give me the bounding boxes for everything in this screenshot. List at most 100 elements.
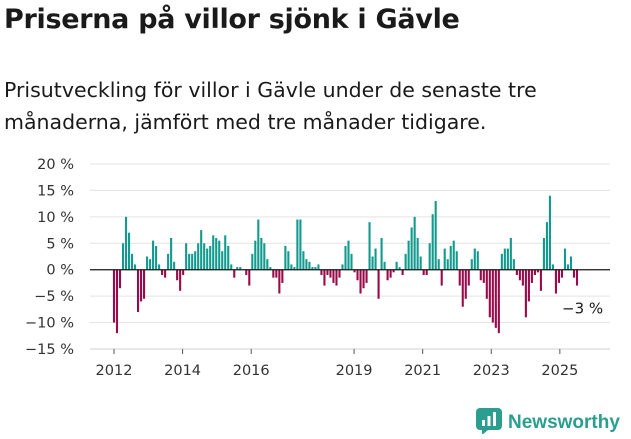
bar — [524, 269, 527, 318]
bar — [494, 269, 497, 328]
bar — [130, 253, 134, 270]
bar — [227, 245, 230, 270]
bar — [200, 230, 203, 270]
bar — [344, 245, 347, 270]
latest-value-label: −3 % — [562, 300, 603, 318]
bar — [542, 238, 545, 270]
y-tick-label: 0 % — [46, 263, 74, 279]
bar — [140, 269, 143, 302]
bar — [398, 267, 401, 270]
bar — [296, 219, 299, 270]
bar — [500, 253, 503, 270]
page-subtitle: Prisutveckling för villor i Gävle under … — [4, 78, 537, 134]
bar — [473, 248, 476, 270]
y-tick-label: 20 % — [37, 157, 74, 173]
bar — [434, 201, 437, 270]
bar — [332, 269, 335, 283]
bar — [311, 267, 314, 270]
brand-logo[interactable]: Newsworthy — [476, 408, 620, 438]
bar — [425, 269, 428, 275]
bar — [191, 253, 194, 270]
bar — [317, 264, 320, 270]
bar — [506, 248, 509, 270]
bar — [308, 261, 311, 270]
bar — [329, 269, 332, 278]
bar — [326, 269, 329, 275]
bar — [239, 267, 242, 270]
bar — [368, 222, 371, 270]
bar — [452, 240, 455, 270]
bar — [305, 259, 308, 270]
bar — [554, 269, 557, 294]
bar — [509, 238, 512, 270]
bar — [440, 269, 443, 286]
bar — [194, 251, 197, 270]
bar — [215, 238, 218, 270]
bar — [401, 269, 404, 275]
bar — [158, 264, 161, 270]
bar — [560, 269, 564, 278]
bar — [281, 269, 284, 283]
bar — [533, 269, 536, 275]
x-tick-label: 2023 — [473, 363, 510, 379]
bar — [410, 227, 413, 270]
bar — [221, 251, 224, 270]
bar — [515, 269, 518, 275]
bar — [383, 261, 386, 270]
bar — [341, 264, 344, 270]
bar — [557, 269, 561, 283]
bar — [419, 256, 422, 270]
bar — [170, 238, 173, 270]
bar — [143, 269, 146, 299]
bar — [182, 269, 185, 275]
y-tick-label: 15 % — [37, 183, 74, 199]
bar — [266, 259, 269, 270]
bar — [224, 235, 227, 270]
y-tick-label: 5 % — [46, 236, 74, 252]
x-tick-label: 2019 — [336, 363, 373, 379]
bar — [389, 269, 392, 278]
bar — [257, 219, 260, 270]
bar — [263, 243, 266, 270]
bar — [575, 269, 579, 286]
bar — [146, 256, 149, 270]
bar — [118, 269, 122, 289]
bar — [353, 269, 356, 273]
bar — [188, 253, 191, 270]
y-tick-label: −15 % — [25, 342, 74, 358]
x-tick-label: 2025 — [541, 363, 578, 379]
bar — [155, 245, 158, 270]
bar — [374, 248, 377, 270]
bar — [248, 269, 251, 286]
bar — [179, 269, 182, 291]
bar — [112, 269, 116, 323]
bar — [521, 269, 524, 286]
x-tick-label: 2012 — [96, 363, 133, 379]
bar — [121, 243, 125, 270]
bar — [446, 259, 449, 270]
bar — [380, 238, 383, 270]
bar — [359, 269, 362, 294]
bar — [254, 240, 257, 270]
bar — [127, 232, 131, 270]
y-axis: 20 % 15 % 10 % 5 % 0 % −5 % −10 % −15 % — [25, 157, 74, 358]
bar — [299, 219, 302, 270]
bar — [476, 251, 479, 270]
y-tick-label: 10 % — [37, 210, 74, 226]
bar — [443, 248, 446, 270]
bar — [422, 269, 425, 275]
newsworthy-chart-logo-icon — [476, 408, 502, 438]
bar — [527, 269, 530, 302]
bar — [431, 214, 434, 270]
brand-name: Newsworthy — [508, 412, 620, 433]
bar — [124, 216, 128, 270]
y-tick-label: −10 % — [25, 316, 74, 332]
bar — [467, 269, 470, 286]
bar — [197, 243, 200, 270]
bar — [293, 267, 296, 270]
bar — [323, 269, 326, 286]
bar — [377, 269, 380, 299]
bar — [518, 269, 521, 281]
x-tick-label: 2014 — [164, 363, 201, 379]
